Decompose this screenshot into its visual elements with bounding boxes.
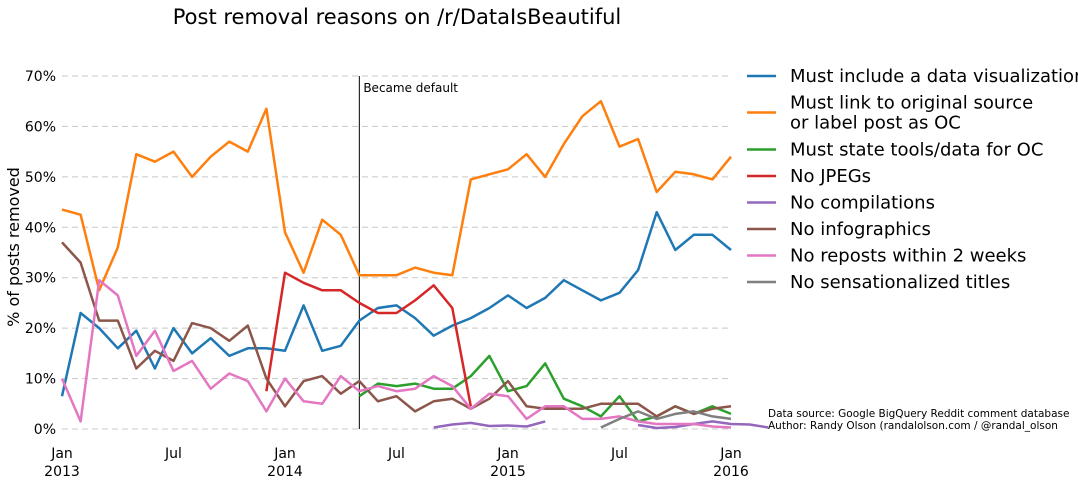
chart-title: Post removal reasons on /r/DataIsBeautif… [173, 5, 622, 29]
x-tick-label: Jul [164, 446, 182, 462]
y-tick-label: 70% [25, 69, 56, 85]
y-axis-label: % of posts removed [4, 167, 23, 327]
legend-label: No compilations [790, 193, 935, 214]
annotation-label: Became default [363, 81, 458, 95]
y-tick-label: 10% [25, 372, 56, 388]
grid [62, 75, 731, 430]
x-tick-label: Jan [50, 446, 73, 462]
series-line-no-jpegs [265, 271, 473, 407]
y-tick-label: 20% [25, 321, 56, 337]
legend-label: No sensationalized titles [790, 272, 1010, 293]
annotation: Became default [358, 76, 458, 429]
y-tick-label: 0% [34, 422, 56, 438]
y-tick-label: 50% [25, 170, 56, 186]
x-tick-year: 2016 [713, 464, 749, 480]
y-tick-label: 30% [25, 271, 56, 287]
legend-label: No JPEGs [790, 166, 871, 187]
source-line-2: Author: Randy Olson (randalolson.com / @… [768, 420, 1058, 432]
x-axis-ticks: Jan 2013 Jul Jan 2014 Jul Jan 2015 Jul Jan 2016 [44, 446, 749, 480]
x-tick-year: 2014 [267, 464, 303, 480]
legend-label: or label post as OC [790, 113, 961, 134]
legend-label: Must include a data visualization [790, 66, 1078, 87]
y-tick-label: 60% [25, 119, 56, 135]
legend-label: No reposts within 2 weeks [790, 246, 1026, 267]
series-line-no-sensationalized-titles [600, 410, 732, 429]
legend: Must include a data visualization Must li… [747, 66, 1078, 293]
source-line-1: Data source: Google BigQuery Reddit comm… [768, 408, 1069, 420]
x-tick-year: 2015 [490, 464, 526, 480]
x-tick-label: Jul [387, 446, 405, 462]
series-line-no-compilations [433, 420, 546, 429]
series-line-must-link-to-original-source [61, 99, 732, 292]
x-tick-label: Jul [610, 446, 628, 462]
legend-label: Must link to original source [790, 93, 1033, 114]
series-line-no-infographics [61, 241, 732, 418]
series-line-no-compilations [637, 420, 769, 430]
x-tick-year: 2013 [44, 464, 80, 480]
source-note: Data source: Google BigQuery Reddit comm… [768, 408, 1069, 432]
y-tick-label: 40% [25, 220, 56, 236]
series-lines [60, 99, 769, 430]
legend-label: Must state tools/data for OC [790, 140, 1043, 161]
y-axis-ticks: 0% 10% 20% 30% 40% 50% 60% 70% [25, 69, 56, 438]
x-tick-label: Jan [496, 446, 519, 462]
x-tick-label: Jan [273, 446, 296, 462]
series-line-no-reposts-within-2-weeks [60, 278, 732, 429]
series-line-must-include-a-data-visualization [60, 210, 732, 397]
legend-label: No infographics [790, 219, 931, 240]
x-tick-label: Jan [719, 446, 742, 462]
